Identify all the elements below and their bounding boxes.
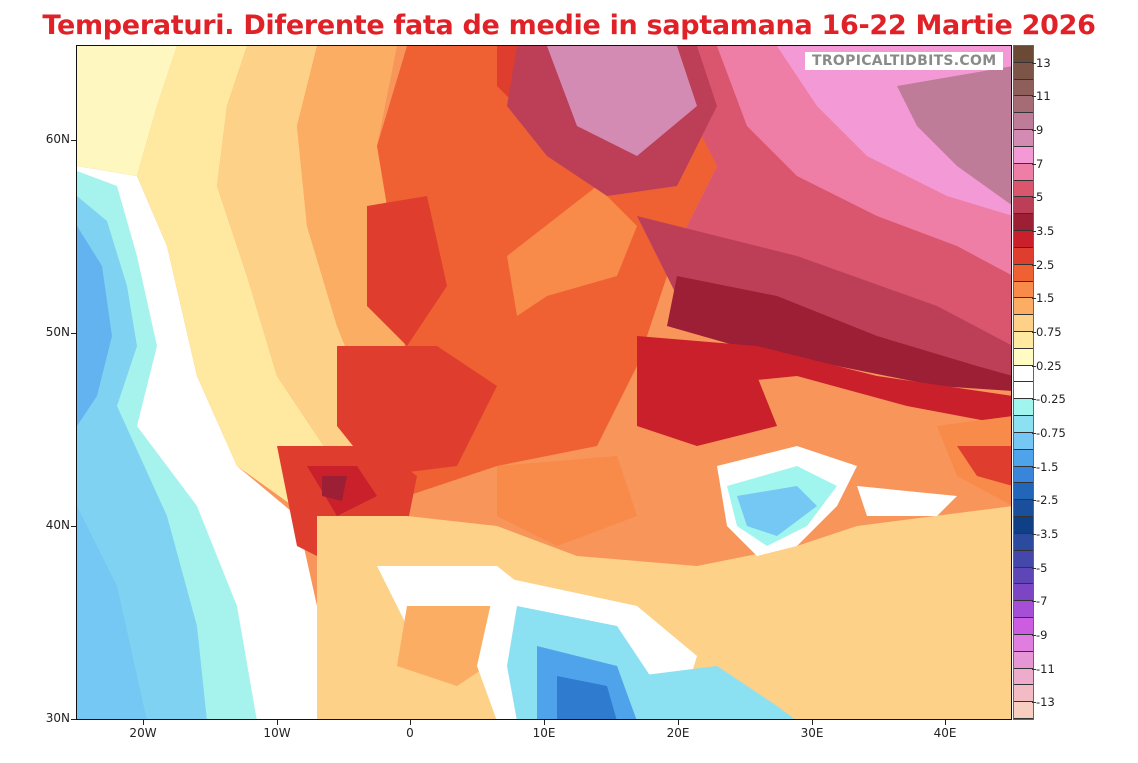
colorbar-segment xyxy=(1014,113,1033,131)
x-tick xyxy=(143,720,144,725)
x-tick xyxy=(277,720,278,725)
colorbar-segment xyxy=(1014,668,1033,686)
colorbar-label: -7 xyxy=(1031,594,1048,609)
colorbar-segment xyxy=(1014,62,1033,80)
x-axis-label-10w: 10W xyxy=(263,726,291,740)
colorbar-segment xyxy=(1014,685,1033,703)
x-axis-label-10e: 10E xyxy=(532,726,556,740)
colorbar-segment xyxy=(1014,247,1033,265)
colorbar-label: 7 xyxy=(1031,156,1044,171)
y-axis-label-40n: 40N xyxy=(45,518,70,532)
colorbar-label: 1.5 xyxy=(1031,291,1055,306)
y-axis-label-60n: 60N xyxy=(45,132,70,146)
colorbar-segment xyxy=(1014,365,1033,383)
colorbar-segment xyxy=(1014,315,1033,332)
colorbar-segment xyxy=(1014,180,1033,198)
x-axis-label-20e: 20E xyxy=(666,726,690,740)
colorbar-segment xyxy=(1014,46,1033,63)
map-fill xyxy=(77,46,1011,719)
colorbar-segment xyxy=(1014,332,1033,349)
watermark: TROPICALTIDBITS.COM xyxy=(805,52,1004,70)
colorbar-label: 0.75 xyxy=(1032,325,1062,340)
colorbar-segment xyxy=(1014,550,1033,568)
colorbar-label: -0.75 xyxy=(1032,425,1066,440)
colorbar-label: -9 xyxy=(1031,627,1048,642)
colorbar-label: -3.5 xyxy=(1031,526,1059,541)
colorbar-label: 11 xyxy=(1032,89,1051,104)
colorbar-segment xyxy=(1014,466,1033,484)
colorbar-label: 13 xyxy=(1032,55,1051,70)
x-tick xyxy=(678,720,679,725)
x-tick xyxy=(410,720,411,725)
colorbar-segment xyxy=(1014,264,1033,282)
colorbar-segment xyxy=(1014,618,1033,635)
colorbar-segment xyxy=(1014,567,1033,585)
colorbar-segment xyxy=(1014,197,1033,215)
colorbar-segment xyxy=(1014,96,1033,114)
colorbar-segment xyxy=(1014,432,1033,450)
colorbar-segment xyxy=(1014,146,1033,164)
colorbar-label: -1.5 xyxy=(1031,459,1059,474)
colorbar-segment xyxy=(1014,533,1033,551)
colorbar-segment xyxy=(1014,231,1033,248)
y-tick xyxy=(71,333,76,334)
x-axis-label-20w: 20W xyxy=(129,726,157,740)
anomaly-map xyxy=(76,45,1012,720)
x-tick xyxy=(544,720,545,725)
x-tick xyxy=(945,720,946,725)
colorbar-segment xyxy=(1014,348,1033,366)
x-tick xyxy=(812,720,813,725)
colorbar-label: -2.5 xyxy=(1031,493,1059,508)
colorbar-segment xyxy=(1014,399,1033,417)
x-axis-label-30e: 30E xyxy=(800,726,824,740)
colorbar-segment xyxy=(1014,702,1033,719)
colorbar-label: -0.25 xyxy=(1032,392,1066,407)
colorbar-label: 2.5 xyxy=(1031,257,1055,272)
x-axis-label-40e: 40E xyxy=(933,726,957,740)
y-tick xyxy=(71,140,76,141)
colorbar-segment xyxy=(1014,416,1033,433)
x-axis-label-0: 0 xyxy=(406,726,414,740)
chart-title: Temperaturi. Diferente fata de medie in … xyxy=(42,10,1096,41)
colorbar-label: -5 xyxy=(1031,560,1048,575)
colorbar-segment xyxy=(1014,517,1033,534)
y-tick xyxy=(71,526,76,527)
colorbar-segment xyxy=(1014,298,1033,316)
y-axis-label-50n: 50N xyxy=(45,325,70,339)
colorbar-label: 0.25 xyxy=(1032,358,1062,373)
colorbar-label: 5 xyxy=(1031,190,1044,205)
colorbar-segment xyxy=(1014,449,1033,467)
colorbar-segment xyxy=(1014,382,1033,400)
colorbar xyxy=(1013,45,1034,720)
colorbar-segment xyxy=(1014,634,1033,652)
colorbar-segment xyxy=(1014,281,1033,299)
colorbar-segment xyxy=(1014,483,1033,501)
colorbar-label: -11 xyxy=(1032,661,1055,676)
y-tick xyxy=(71,719,76,720)
colorbar-segment xyxy=(1014,214,1033,232)
colorbar-segment xyxy=(1014,163,1033,181)
colorbar-segment xyxy=(1014,79,1033,97)
colorbar-segment xyxy=(1014,584,1033,602)
y-axis-label-30n: 30N xyxy=(45,711,70,725)
colorbar-label: 9 xyxy=(1031,123,1044,138)
colorbar-segment xyxy=(1014,130,1033,147)
colorbar-label: -13 xyxy=(1032,695,1055,710)
colorbar-segment xyxy=(1014,601,1033,619)
colorbar-label: 3.5 xyxy=(1031,224,1055,239)
colorbar-segment xyxy=(1014,651,1033,669)
colorbar-segment xyxy=(1014,500,1033,518)
